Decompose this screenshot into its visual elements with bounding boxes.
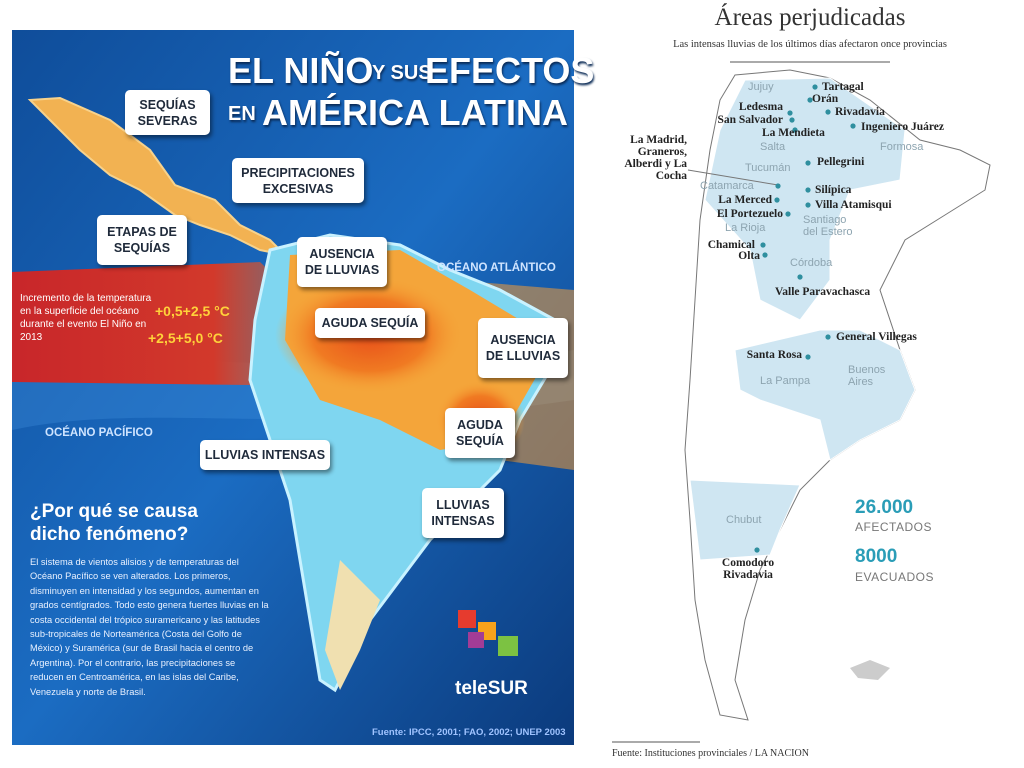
title-part: EL NIÑO (228, 50, 374, 91)
place-dot (775, 183, 781, 189)
stat-label: EVACUADOS (855, 570, 934, 584)
stat-value: 26.000 (855, 497, 914, 518)
place-label: Ledesma (738, 101, 783, 113)
callout: LLUVIAS INTENSAS (200, 440, 330, 470)
callout: SEQUÍAS SEVERAS (125, 90, 210, 135)
province-label: Chubut (726, 514, 762, 526)
callout: AUSENCIA DE LLUVIAS (297, 237, 387, 287)
callout: AUSENCIA DE LLUVIAS (478, 318, 568, 378)
province-label: Santiago del Estero (803, 214, 853, 238)
map-title: Áreas perjudicadas (714, 4, 906, 31)
place-label: Comodoro Rivadavia (721, 557, 775, 581)
place-label: San Salvador (717, 114, 783, 126)
province-label: Tucumán (745, 162, 791, 174)
place-dot (787, 110, 793, 116)
place-dot (850, 123, 856, 129)
province-label: La Rioja (725, 222, 766, 234)
title-part: EFECTOS (425, 50, 595, 91)
place-label: Ingeniero Juárez (861, 121, 944, 133)
place-label: Rivadavia (835, 106, 885, 118)
affected-pampa (734, 329, 916, 461)
ocean-label: OCÉANO PACÍFICO (45, 427, 153, 439)
legend-text: Incremento de la temperatura en la super… (20, 293, 152, 343)
place-label: Valle Paravachasca (775, 286, 871, 298)
place-dot (785, 211, 791, 217)
place-label: La Merced (718, 194, 772, 206)
place-dot (805, 202, 811, 208)
title-part: Y SUS (372, 62, 432, 84)
province-label: Jujuy (748, 81, 774, 93)
province-label: Catamarca (700, 180, 754, 192)
place-dot (762, 252, 768, 258)
place-dot (812, 84, 818, 90)
place-dot (797, 274, 803, 280)
leader-line (687, 169, 779, 186)
place-dot (805, 187, 811, 193)
callout: AGUDA SEQUÍA (315, 308, 425, 338)
logo: teleSUR (455, 678, 528, 699)
place-dot (760, 242, 766, 248)
legend-range: +2,5+5,0 °C (148, 330, 223, 346)
body-text: El sistema de vientos alisios y de tempe… (30, 557, 269, 697)
place-dot (792, 127, 798, 133)
place-dot (807, 97, 813, 103)
place-label: Silípica (815, 184, 852, 196)
place-dot (805, 354, 811, 360)
stat-value: 8000 (855, 546, 898, 567)
right-map-art (612, 61, 991, 743)
place-label: General Villegas (836, 331, 917, 343)
place-label: Pellegrini (817, 156, 865, 168)
province-label: Salta (760, 141, 786, 153)
place-label: Villa Atamisqui (815, 199, 892, 211)
callout: ETAPAS DE SEQUÍAS (97, 215, 187, 265)
callout: PRECIPITACIONES EXCESIVAS (232, 158, 364, 203)
province-label: Córdoba (790, 257, 833, 269)
place-dot (825, 334, 831, 340)
stat-label: AFECTADOS (855, 520, 932, 534)
province-label: Formosa (880, 141, 924, 153)
place-label: Chamical (707, 239, 755, 251)
place-dot (754, 547, 760, 553)
warm-ocean-band (12, 262, 300, 385)
legend-range: +0,5+2,5 °C (155, 303, 230, 319)
place-label: La Madrid, Graneros, Alberdi y La Cocha (624, 134, 687, 182)
place-label: El Portezuelo (716, 208, 783, 220)
callout: AGUDA SEQUÍA (445, 408, 515, 458)
place-label: Orán (812, 93, 839, 105)
source: Fuente: IPCC, 2001; FAO, 2002; UNEP 2003 (372, 727, 566, 738)
question: ¿Por qué se causa dicho fenómeno? (30, 501, 198, 545)
place-dot (774, 197, 780, 203)
place-label: La Mendieta (762, 127, 825, 139)
place-label: Santa Rosa (746, 349, 802, 361)
place-label: Tartagal (822, 81, 864, 93)
map-source: Fuente: Instituciones provinciales / LA … (612, 748, 809, 759)
affected-north (704, 77, 906, 321)
title-part: AMÉRICA LATINA (262, 92, 568, 133)
place-label: Olta (738, 250, 760, 262)
ocean-label: OCÉANO ATLÁNTICO (437, 262, 556, 274)
place-dot (789, 117, 795, 123)
province-label: Buenos Aires (848, 364, 886, 388)
callout: LLUVIAS INTENSAS (422, 488, 504, 538)
map-subtitle: Las intensas lluvias de los últimos días… (673, 39, 947, 50)
islands (850, 660, 890, 680)
place-dot (805, 160, 811, 166)
title-part: EN (228, 103, 256, 125)
province-label: La Pampa (760, 375, 811, 387)
south-tip (325, 560, 380, 690)
affected-chubut (689, 479, 801, 561)
place-dot (825, 109, 831, 115)
